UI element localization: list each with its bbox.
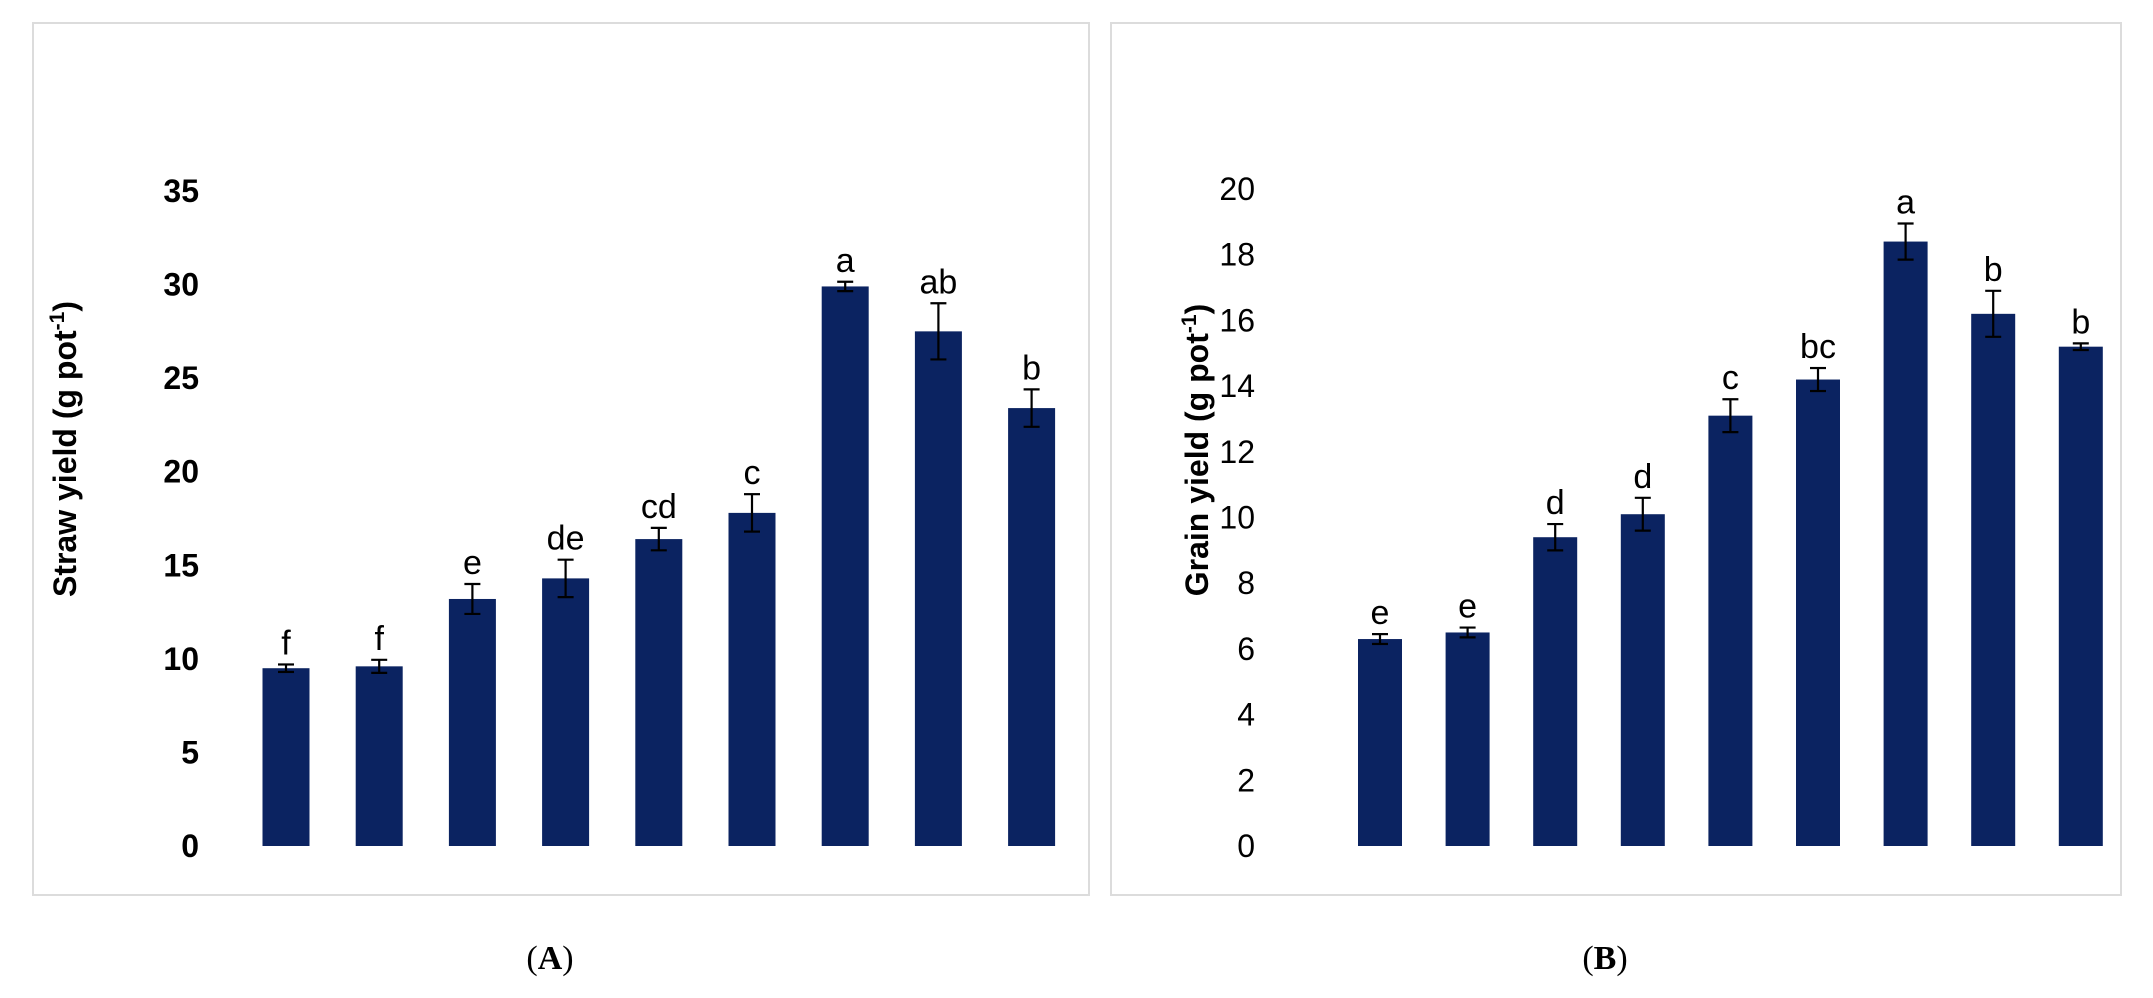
chart-panel-b: 0 2 4 6 8 10 12 14 16 18 20 Grain yield (g pot-1) e e… [1110,22,2122,896]
y-tick-label: 10 [1219,500,1255,536]
bar [1883,241,1928,846]
chart-panel-a: 0 5 10 15 20 25 30 35 Straw yield (g pot-1) f f e de… [32,22,1090,896]
y-tick-label: 20 [1219,171,1255,207]
y-tick-label: 2 [1237,762,1255,798]
y-tick-label: 8 [1237,565,1255,601]
bar [1620,514,1665,846]
significance-letter: f [281,624,291,662]
bar [1358,639,1402,846]
y-tick-label: 0 [1237,828,1255,864]
grain-yield-chart: 0 2 4 6 8 10 12 14 16 18 20 Grain yield (g pot-1) e e… [1178,171,2103,864]
caption-a: (A) [526,940,574,977]
bar [1708,415,1753,846]
caption-b: (B) [1582,940,1628,977]
bar [1796,379,1840,846]
significance-letter: c [744,454,761,492]
y-tick-label: 18 [1219,237,1255,273]
y-tick-label: 14 [1219,368,1255,404]
y-tick-label: 12 [1219,434,1255,470]
significance-letter: a [836,242,855,280]
y-tick-label: 5 [181,734,199,770]
y-tick-label: 25 [163,360,199,396]
significance-letter: c [1722,359,1739,397]
caption-b-label: B [1593,940,1617,977]
bar [262,668,310,846]
bar [821,286,869,846]
significance-letter: bc [1800,328,1836,366]
significance-letter: d [1546,484,1565,522]
significance-letter: b [2071,303,2090,341]
y-tick-label: 0 [181,828,199,864]
bar [914,331,962,846]
significance-letter: e [1371,594,1390,632]
significance-letter: a [1896,183,1915,221]
bar [635,539,683,846]
significance-letter: de [547,520,585,558]
y-axis-label: Grain yield (g pot-1) [1178,304,1215,596]
y-tick-label: 4 [1237,697,1255,733]
significance-letter: b [1984,251,2003,289]
significance-letter: b [1022,349,1041,387]
y-tick-label: 15 [163,547,199,583]
significance-letter: e [1458,588,1477,626]
bar [448,598,496,846]
y-axis-label: Straw yield (g pot-1) [46,301,83,597]
y-tick-label: 30 [163,267,199,303]
caption-a-label: A [537,940,563,977]
bar [728,512,776,846]
y-tick-label: 16 [1219,302,1255,338]
bar [1008,408,1056,846]
y-tick-label: 10 [163,641,199,677]
bar [355,666,403,846]
bar [542,578,590,846]
bar [2058,346,2103,846]
straw-yield-chart: 0 5 10 15 20 25 30 35 Straw yield (g pot-1) f f e de… [46,173,1056,864]
significance-letter: f [374,620,384,658]
y-tick-label: 35 [163,173,199,209]
significance-letter: e [463,544,482,582]
significance-letter: d [1633,458,1652,496]
y-tick-label: 6 [1237,631,1255,667]
y-tick-label: 20 [163,454,199,490]
bar [1971,313,2016,847]
significance-letter: cd [641,488,677,526]
bar [1533,537,1578,846]
significance-letter: ab [919,263,957,301]
bar [1445,632,1490,846]
